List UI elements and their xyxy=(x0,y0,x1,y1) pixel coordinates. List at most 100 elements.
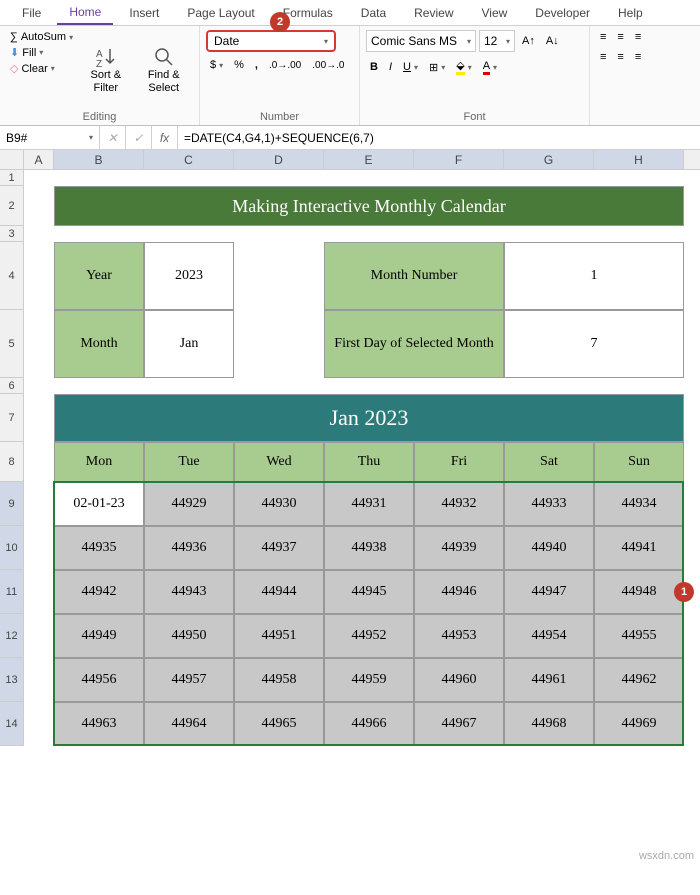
cal-cell-r2-c5: 44947 xyxy=(504,570,594,614)
font-name-dropdown[interactable]: Comic Sans MS▾ xyxy=(366,30,476,52)
fx-icon: fx xyxy=(160,131,169,145)
sort-filter-button[interactable]: AZ Sort & Filter xyxy=(79,30,132,109)
row-header-14[interactable]: 14 xyxy=(0,702,24,746)
year-value: 2023 xyxy=(144,242,234,310)
fx-button[interactable]: fx xyxy=(152,126,178,149)
align-center-icon: ≡ xyxy=(617,51,623,63)
decrease-decimal-button[interactable]: .00→.0 xyxy=(308,59,348,72)
align-middle-button[interactable]: ≡ xyxy=(613,30,627,44)
col-header-H[interactable]: H xyxy=(594,150,684,169)
row-header-5[interactable]: 5 xyxy=(0,310,24,378)
tab-data[interactable]: Data xyxy=(349,2,398,24)
decrease-font-button[interactable]: A↓ xyxy=(542,34,563,48)
row-header-4[interactable]: 4 xyxy=(0,242,24,310)
row-header-1[interactable]: 1 xyxy=(0,170,24,186)
col-header-A[interactable]: A xyxy=(24,150,54,169)
fill-icon: ⬇ xyxy=(10,46,19,59)
col-header-F[interactable]: F xyxy=(414,150,504,169)
tab-review[interactable]: Review xyxy=(402,2,465,24)
name-box[interactable]: B9#▾ xyxy=(0,126,100,149)
group-label-editing: Editing xyxy=(6,109,193,123)
cal-cell-r5-c0: 44963 xyxy=(54,702,144,746)
dec-decimal-icon: .00→.0 xyxy=(312,60,344,71)
cal-cell-r5-c3: 44966 xyxy=(324,702,414,746)
callout-2: 2 xyxy=(270,12,290,32)
svg-text:Z: Z xyxy=(96,59,102,69)
col-header-C[interactable]: C xyxy=(144,150,234,169)
row-header-13[interactable]: 13 xyxy=(0,658,24,702)
row-header-10[interactable]: 10 xyxy=(0,526,24,570)
number-format-dropdown[interactable]: Date ▾ xyxy=(206,30,336,52)
calendar-title: Jan 2023 xyxy=(54,394,684,442)
cal-cell-r4-c5: 44961 xyxy=(504,658,594,702)
tab-developer[interactable]: Developer xyxy=(523,2,602,24)
tab-help[interactable]: Help xyxy=(606,2,655,24)
cal-cell-r3-c3: 44952 xyxy=(324,614,414,658)
align-right-button[interactable]: ≡ xyxy=(631,50,645,64)
percent-button[interactable]: % xyxy=(230,58,248,72)
increase-font-button[interactable]: A↑ xyxy=(518,34,539,48)
cal-cell-r1-c4: 44939 xyxy=(414,526,504,570)
bold-button[interactable]: B xyxy=(366,60,382,74)
tab-home[interactable]: Home xyxy=(57,1,113,25)
col-header-B[interactable]: B xyxy=(54,150,144,169)
cal-cell-r0-c5: 44933 xyxy=(504,482,594,526)
month-num-label: Month Number xyxy=(324,242,504,310)
col-header-[interactable] xyxy=(0,150,24,169)
first-day-label: First Day of Selected Month xyxy=(324,310,504,378)
underline-button[interactable]: U▾ xyxy=(399,60,422,74)
border-button[interactable]: ⊞▾ xyxy=(425,60,449,75)
cal-cell-r1-c6: 44941 xyxy=(594,526,684,570)
row-header-3[interactable]: 3 xyxy=(0,226,24,242)
cal-cell-r4-c1: 44957 xyxy=(144,658,234,702)
find-select-button[interactable]: Find & Select xyxy=(134,30,193,109)
cal-cell-r3-c1: 44950 xyxy=(144,614,234,658)
row-header-9[interactable]: 9 xyxy=(0,482,24,526)
sigma-icon: ∑ xyxy=(10,31,18,43)
enter-formula-button[interactable]: ✓ xyxy=(126,126,152,149)
font-color-icon: A xyxy=(483,60,490,75)
fill-color-button[interactable]: ⬙▾ xyxy=(452,58,475,76)
col-header-D[interactable]: D xyxy=(234,150,324,169)
x-icon: ✕ xyxy=(107,131,117,145)
font-size-dropdown[interactable]: 12▾ xyxy=(479,30,515,52)
tab-file[interactable]: File xyxy=(10,2,53,24)
cal-cell-r2-c4: 44946 xyxy=(414,570,504,614)
currency-button[interactable]: $▾ xyxy=(206,58,227,72)
row-header-6[interactable]: 6 xyxy=(0,378,24,394)
row-header-11[interactable]: 11 xyxy=(0,570,24,614)
day-header-tue: Tue xyxy=(144,442,234,482)
cal-cell-r5-c6: 44969 xyxy=(594,702,684,746)
clear-button[interactable]: ◇ Clear ▾ xyxy=(6,61,77,76)
group-number: Date ▾ $▾ % , .0→.00 .00→.0 Number xyxy=(200,26,360,125)
row-header-7[interactable]: 7 xyxy=(0,394,24,442)
align-center-button[interactable]: ≡ xyxy=(613,50,627,64)
tab-view[interactable]: View xyxy=(470,2,520,24)
italic-button[interactable]: I xyxy=(385,60,396,74)
chevron-down-icon: ▾ xyxy=(51,64,55,73)
cancel-formula-button[interactable]: ✕ xyxy=(100,126,126,149)
font-color-button[interactable]: A▾ xyxy=(479,59,501,76)
formula-input[interactable]: =DATE(C4,G4,1)+SEQUENCE(6,7) xyxy=(178,126,700,149)
autosum-button[interactable]: ∑ AutoSum ▾ xyxy=(6,30,77,44)
align-right-icon: ≡ xyxy=(635,51,641,63)
fill-color-icon: ⬙ xyxy=(456,59,464,75)
col-header-G[interactable]: G xyxy=(504,150,594,169)
title-banner: Making Interactive Monthly Calendar xyxy=(54,186,684,226)
bold-icon: B xyxy=(370,61,378,73)
day-header-sun: Sun xyxy=(594,442,684,482)
formula-bar: B9#▾ ✕ ✓ fx =DATE(C4,G4,1)+SEQUENCE(6,7) xyxy=(0,126,700,150)
comma-button[interactable]: , xyxy=(251,58,262,72)
col-header-E[interactable]: E xyxy=(324,150,414,169)
row-header-8[interactable]: 8 xyxy=(0,442,24,482)
row-header-2[interactable]: 2 xyxy=(0,186,24,226)
align-bottom-button[interactable]: ≡ xyxy=(631,30,645,44)
align-top-button[interactable]: ≡ xyxy=(596,30,610,44)
increase-decimal-button[interactable]: .0→.00 xyxy=(265,59,305,72)
align-left-button[interactable]: ≡ xyxy=(596,50,610,64)
tab-insert[interactable]: Insert xyxy=(117,2,171,24)
tab-pagelayout[interactable]: Page Layout xyxy=(175,2,266,24)
row-header-12[interactable]: 12 xyxy=(0,614,24,658)
cells-area[interactable]: Making Interactive Monthly CalendarYear2… xyxy=(24,170,684,746)
fill-button[interactable]: ⬇ Fill ▾ xyxy=(6,45,77,60)
